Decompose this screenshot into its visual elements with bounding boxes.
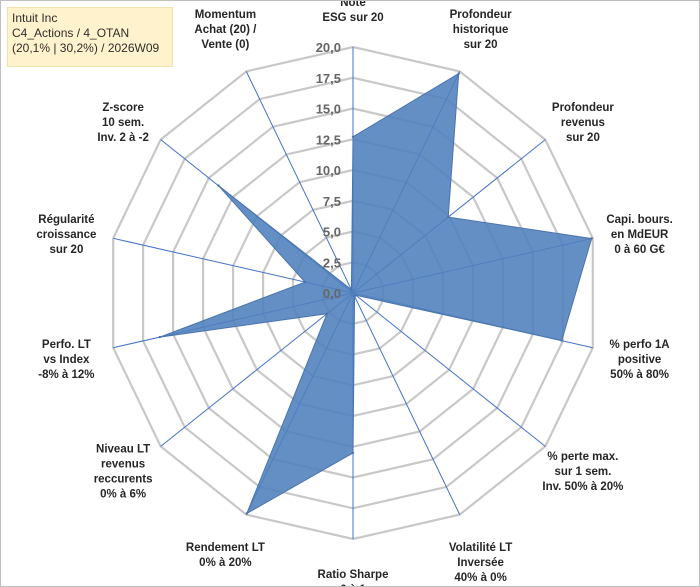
series-point bbox=[217, 184, 220, 187]
chart-title-box: Intuit Inc C4_Actions / 4_OTAN (20,1% | … bbox=[7, 7, 173, 67]
radial-tick-label: 20,0 bbox=[316, 40, 341, 55]
series-area bbox=[159, 72, 593, 515]
axis-label: % perfo 1A positive 50% à 80% bbox=[610, 339, 670, 381]
series-point bbox=[351, 451, 355, 455]
radial-tick-label: 0,0 bbox=[323, 286, 341, 301]
radial-tick-label: 2,5 bbox=[323, 255, 341, 270]
radial-tick-label: 10,0 bbox=[316, 163, 341, 178]
radial-tick-labels: 0,0 2,5 5,0 7,5 10,0 12,5 15,0 17,5 20,0 bbox=[316, 40, 341, 301]
radial-tick-label: 7,5 bbox=[323, 194, 341, 209]
radial-tick-label: 15,0 bbox=[316, 102, 341, 117]
axis-label: Ratio Sharpe0 à 1 bbox=[318, 569, 389, 586]
axis-label: Volatilité LT Inversée 40% à 0% bbox=[449, 542, 512, 584]
axis-label: Momentum Achat (20) / Vente (0) bbox=[194, 9, 257, 51]
series-point bbox=[245, 512, 248, 515]
radial-tick-label: 12,5 bbox=[316, 132, 341, 147]
performance-stats: (20,1% | 30,2%) / 2026W09 bbox=[12, 41, 160, 55]
series-point bbox=[447, 215, 450, 219]
axis-label: Profondeur revenus sur 20 bbox=[552, 102, 614, 144]
series-point bbox=[590, 237, 593, 240]
portfolio-name: C4_Actions / 4_OTAN bbox=[12, 26, 130, 40]
axis-spoke bbox=[352, 292, 461, 515]
series-point bbox=[158, 335, 162, 339]
axis-label: Perfo. LT vs Index -8% à 12% bbox=[38, 339, 94, 381]
series-point bbox=[303, 280, 307, 284]
radial-tick-label: 5,0 bbox=[323, 225, 341, 240]
axis-spoke bbox=[160, 292, 354, 447]
series-point bbox=[325, 312, 329, 315]
axis-label: Rendement LT 0% à 20% bbox=[186, 542, 265, 569]
axis-label: Profondeur historique sur 20 bbox=[450, 9, 512, 51]
axis-label: Régularité croissance sur 20 bbox=[36, 214, 96, 256]
radial-tick-label: 17,5 bbox=[316, 71, 341, 86]
axis-label: Note ESG sur 20 bbox=[322, 1, 383, 24]
axis-spoke bbox=[352, 292, 546, 447]
axis-label: Niveau LT revenus reccurents 0% à 6% bbox=[94, 444, 153, 501]
series-point bbox=[560, 339, 563, 342]
axis-label: Z-score 10 sem. Inv. 2 à -2 bbox=[97, 102, 149, 144]
axis-label: Capi. bours. en MdEUR 0 à 60 G€ bbox=[606, 214, 672, 256]
radar-series bbox=[158, 72, 593, 515]
axis-labels: Note ESG sur 20 Profondeur historique sur 20… bbox=[36, 1, 672, 586]
series-point bbox=[353, 295, 356, 298]
series-point bbox=[457, 72, 460, 75]
series-point bbox=[351, 135, 355, 138]
company-name: Intuit Inc bbox=[12, 11, 58, 25]
series-point bbox=[350, 288, 353, 291]
axis-spoke bbox=[245, 71, 354, 294]
axis-label: % perte max. sur 1 sem. Inv. 50% à 20% bbox=[542, 451, 623, 493]
